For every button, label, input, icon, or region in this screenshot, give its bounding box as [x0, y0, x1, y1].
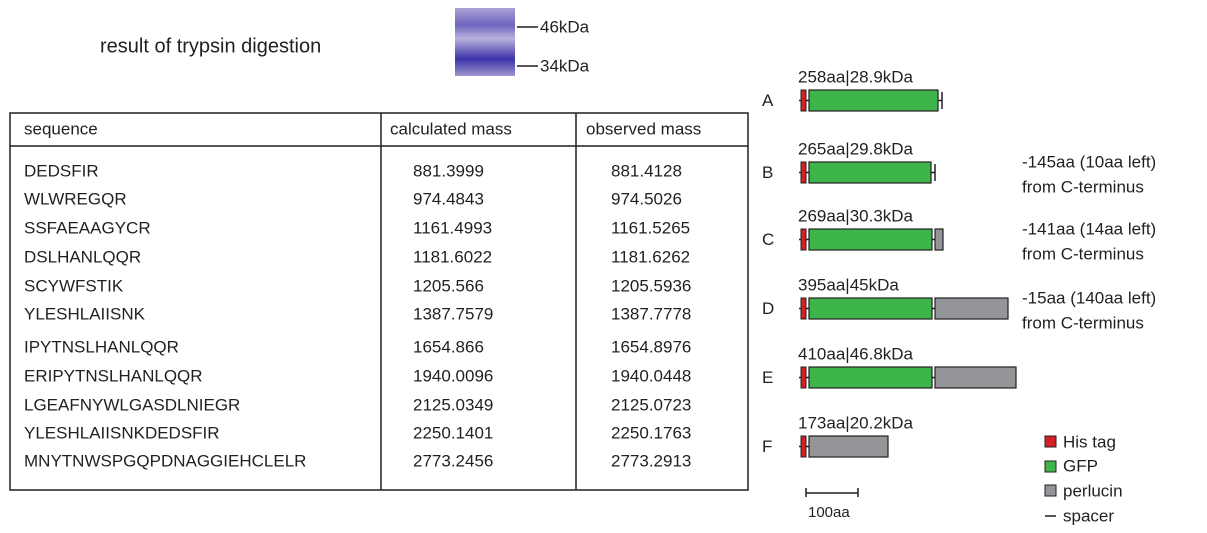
sequence-cell: ERIPYTNSLHANLQQR — [24, 366, 203, 385]
construct-note: -145aa (10aa left) — [1022, 152, 1156, 171]
perlucin-domain — [934, 366, 1017, 389]
his-tag — [800, 366, 807, 389]
construct-letter: E — [762, 368, 773, 387]
mass-cell: 974.5026 — [611, 189, 682, 208]
marker-label: 34kDa — [540, 56, 590, 75]
gel-image — [455, 8, 515, 76]
mass-cell: 2250.1401 — [413, 423, 493, 442]
mass-cell: 881.4128 — [611, 161, 682, 180]
gfp-domain — [808, 228, 933, 251]
gfp-domain — [808, 366, 933, 389]
mass-cell: 1387.7579 — [413, 304, 493, 323]
title: result of trypsin digestion — [100, 35, 321, 57]
marker-label: 46kDa — [540, 17, 590, 36]
column-header: calculated mass — [390, 119, 512, 138]
sequence-cell: SSFAEAAGYCR — [24, 218, 151, 237]
sequence-cell: WLWREGQR — [24, 189, 127, 208]
column-header: observed mass — [586, 119, 701, 138]
construct-note: -15aa (140aa left) — [1022, 288, 1156, 307]
gfp-domain — [808, 161, 932, 184]
gfp-domain — [808, 297, 933, 320]
his-tag — [800, 435, 807, 458]
sequence-cell: DSLHANLQQR — [24, 247, 141, 266]
sequence-cell: MNYTNWSPGQPDNAGGIEHCLELR — [24, 451, 306, 470]
sequence-cell: YLESHLAIISNKDEDSFIR — [24, 423, 220, 442]
construct-note: from C-terminus — [1022, 313, 1144, 332]
construct-letter: B — [762, 163, 773, 182]
construct-letter: A — [762, 91, 774, 110]
gfp-domain — [808, 89, 939, 112]
construct-label: 173aa|20.2kDa — [798, 413, 914, 432]
legend-swatch — [1044, 484, 1057, 497]
legend-swatch — [1044, 460, 1057, 473]
construct-letter: C — [762, 230, 774, 249]
column-header: sequence — [24, 119, 98, 138]
sequence-cell: SCYWFSTIK — [24, 276, 124, 295]
mass-cell: 1161.4993 — [413, 218, 492, 237]
mass-cell: 1181.6022 — [413, 247, 492, 266]
sequence-cell: DEDSFIR — [24, 161, 99, 180]
legend-label: perlucin — [1063, 481, 1123, 500]
construct-label: 395aa|45kDa — [798, 275, 899, 294]
legend-label: spacer — [1063, 506, 1114, 525]
mass-cell: 1940.0448 — [611, 366, 691, 385]
construct-note: from C-terminus — [1022, 244, 1144, 263]
construct-note: from C-terminus — [1022, 177, 1144, 196]
scale-label: 100aa — [808, 504, 850, 521]
construct-letter: F — [762, 437, 772, 456]
construct-label: 410aa|46.8kDa — [798, 344, 914, 363]
table: sequence calculated mass observed mass DEDS… — [24, 119, 701, 470]
mass-cell: 1654.866 — [413, 337, 484, 356]
mass-cell: 1205.566 — [413, 276, 484, 295]
mass-cell: 1654.8976 — [611, 337, 691, 356]
his-tag — [800, 297, 807, 320]
legend-label: GFP — [1063, 456, 1098, 475]
construct-label: 265aa|29.8kDa — [798, 139, 914, 158]
perlucin-domain — [934, 297, 1009, 320]
mass-cell: 2125.0349 — [413, 395, 493, 414]
mass-cell: 2125.0723 — [611, 395, 691, 414]
table-border — [9, 112, 749, 491]
mass-cell: 1205.5936 — [611, 276, 691, 295]
mass-cell: 1387.7778 — [611, 304, 691, 323]
perlucin-domain — [808, 435, 889, 458]
sequence-cell: IPYTNSLHANLQQR — [24, 337, 179, 356]
construct-letter: D — [762, 299, 774, 318]
mass-cell: 2773.2913 — [611, 451, 691, 470]
perlucin-domain — [934, 228, 944, 251]
mass-cell: 1181.6262 — [611, 247, 690, 266]
legend-swatch — [1044, 435, 1057, 448]
mass-cell: 1940.0096 — [413, 366, 493, 385]
sequence-cell: LGEAFNYWLGASDLNIEGR — [24, 395, 240, 414]
mass-cell: 2250.1763 — [611, 423, 691, 442]
construct-label: 269aa|30.3kDa — [798, 206, 914, 225]
sequence-cell: YLESHLAIISNK — [24, 304, 146, 323]
legend-label: His tag — [1063, 432, 1116, 451]
his-tag — [800, 89, 807, 112]
constructs: A 258aa|28.9kDa B 265aa|29.8kDa -145aa (10aa… — [762, 67, 1156, 458]
mass-cell: 2773.2456 — [413, 451, 493, 470]
mass-cell: 974.4843 — [413, 189, 484, 208]
mass-cell: 881.3999 — [413, 161, 484, 180]
construct-note: -141aa (14aa left) — [1022, 219, 1156, 238]
his-tag — [800, 228, 807, 251]
construct-label: 258aa|28.9kDa — [798, 67, 914, 86]
his-tag — [800, 161, 807, 184]
mass-cell: 1161.5265 — [611, 218, 690, 237]
